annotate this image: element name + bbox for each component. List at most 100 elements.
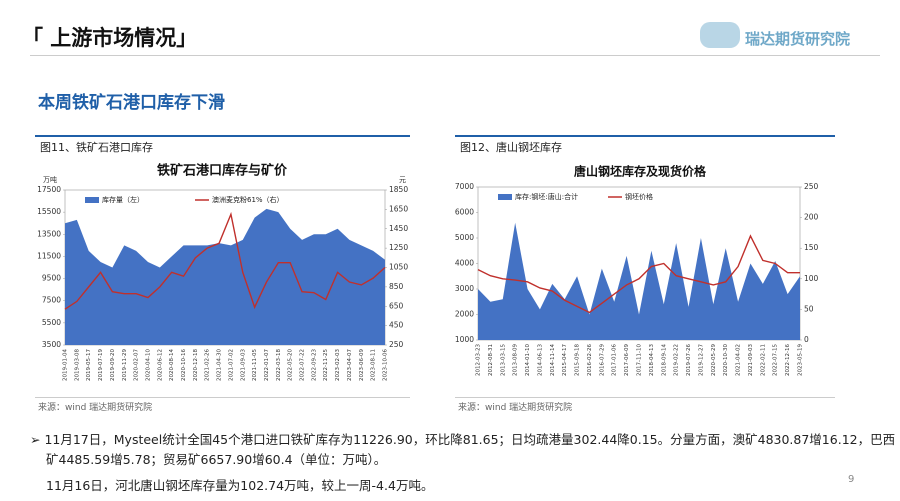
y-tick-label: 17500 bbox=[37, 185, 61, 194]
y-tick-label: 1000 bbox=[455, 335, 474, 344]
x-tick-label: 2020-08-14 bbox=[169, 349, 175, 381]
x-tick-label: 2015-09-18 bbox=[575, 344, 581, 376]
x-tick-label: 2020-10-16 bbox=[181, 349, 187, 381]
figure-frame bbox=[35, 135, 410, 398]
y2-tick-label: 0 bbox=[804, 335, 809, 344]
x-tick-label: 2023-05-19 bbox=[798, 344, 804, 376]
x-tick-label: 2023-02-03 bbox=[335, 349, 341, 381]
area bbox=[65, 208, 385, 345]
x-tick-label: 2012-08-31 bbox=[488, 344, 494, 376]
y2-tick-label: 1450 bbox=[389, 224, 408, 233]
x-tick-label: 2021-09-03 bbox=[748, 344, 754, 376]
y2-tick-label: 200 bbox=[804, 213, 819, 222]
x-tick-label: 2019-12-27 bbox=[698, 344, 704, 376]
rule bbox=[30, 55, 880, 56]
x-tick-label: 2020-12-18 bbox=[193, 349, 199, 381]
x-tick-label: 2023-08-11 bbox=[371, 349, 377, 381]
y2-tick-label: 150 bbox=[804, 243, 819, 252]
x-tick-label: 2022-02-11 bbox=[760, 344, 766, 376]
x-tick-label: 2022-07-22 bbox=[300, 349, 306, 381]
figure-frame bbox=[455, 135, 835, 398]
y2-tick-label: 50 bbox=[804, 304, 814, 313]
source: 来源：wind 瑞达期货研究院 bbox=[38, 403, 153, 413]
page-number: 9 bbox=[848, 474, 855, 485]
bullet-text: 11月16日，河北唐山钢坯库存量为102.74万吨，较上一周-4.4万吨。 bbox=[46, 478, 434, 493]
x-tick-label: 2019-03-08 bbox=[74, 349, 80, 381]
logo-icon bbox=[700, 22, 740, 48]
x-tick-label: 2014-06-13 bbox=[537, 344, 543, 376]
legend-label: 澳洲麦克粉61%（右） bbox=[212, 195, 284, 204]
y-tick-label: 5500 bbox=[42, 318, 61, 327]
axis-unit: 万吨 bbox=[43, 175, 57, 184]
x-tick-label: 2017-06-09 bbox=[624, 344, 630, 376]
x-tick-label: 2021-04-02 bbox=[736, 344, 742, 376]
x-tick-label: 2021-02-26 bbox=[205, 349, 211, 381]
y-tick-label: 3500 bbox=[42, 340, 61, 349]
line bbox=[477, 234, 800, 314]
y2-tick-label: 100 bbox=[804, 274, 819, 283]
chart-title: 铁矿石港口库存与矿价 bbox=[156, 163, 288, 179]
x-tick-label: 2018-09-14 bbox=[661, 344, 667, 376]
x-tick-label: 2021-07-02 bbox=[228, 349, 234, 381]
x-tick-label: 2022-07-15 bbox=[773, 344, 779, 376]
x-tick-label: 2017-11-10 bbox=[637, 344, 643, 376]
y-tick-label: 11500 bbox=[37, 251, 61, 260]
area bbox=[478, 222, 800, 340]
x-tick-label: 2020-10-30 bbox=[723, 344, 729, 376]
chart-title: 唐山钢坯库存及现货价格 bbox=[574, 164, 707, 179]
y-tick-label: 2000 bbox=[455, 310, 474, 319]
y-tick-label: 9500 bbox=[42, 274, 61, 283]
x-tick-label: 2022-12-16 bbox=[785, 344, 791, 376]
x-tick-label: 2020-05-29 bbox=[711, 344, 717, 376]
y-tick-label: 3000 bbox=[455, 284, 474, 293]
y-tick-label: 15500 bbox=[37, 207, 61, 216]
x-tick-label: 2014-11-14 bbox=[550, 344, 556, 376]
x-tick-label: 2021-04-30 bbox=[217, 349, 223, 381]
header-title: 「 上游市场情况」 bbox=[22, 26, 198, 50]
y-tick-label: 7000 bbox=[455, 182, 474, 191]
bullet: ➢ 11月17日，Mysteel统计全国45个港口进口铁矿库存为11226.90… bbox=[30, 430, 896, 470]
y-tick-label: 7500 bbox=[42, 296, 61, 305]
y2-tick-label: 1250 bbox=[389, 243, 408, 252]
line bbox=[64, 211, 386, 310]
y2-tick-label: 250 bbox=[389, 340, 404, 349]
y-tick-label: 5000 bbox=[455, 233, 474, 242]
bullet: 11月16日，河北唐山钢坯库存量为102.74万吨，较上一周-4.4万吨。 bbox=[30, 476, 896, 496]
bullet-text: 11月17日，Mysteel统计全国45个港口进口铁矿库存为11226.90，环… bbox=[44, 432, 896, 467]
x-tick-label: 2023-06-09 bbox=[359, 349, 365, 381]
y-tick-label: 4000 bbox=[455, 259, 474, 268]
y2-tick-label: 1050 bbox=[389, 263, 408, 272]
y-tick-label: 13500 bbox=[37, 229, 61, 238]
y2-tick-label: 850 bbox=[389, 282, 404, 291]
y2-tick-label: 250 bbox=[804, 182, 819, 191]
x-tick-label: 2020-04-10 bbox=[145, 349, 151, 381]
y2-tick-label: 650 bbox=[389, 301, 404, 310]
legend-label: 钢坯价格 bbox=[625, 192, 653, 201]
figure-caption: 图12、唐山钢坯库存 bbox=[460, 141, 562, 154]
x-tick-label: 2013-08-09 bbox=[513, 344, 519, 376]
x-tick-label: 2021-11-05 bbox=[252, 349, 258, 381]
x-tick-label: 2019-01-04 bbox=[63, 349, 69, 381]
source: 来源：wind 瑞达期货研究院 bbox=[458, 403, 573, 413]
x-tick-label: 2019-09-20 bbox=[110, 349, 116, 381]
x-tick-label: 2019-11-29 bbox=[122, 349, 128, 381]
x-tick-label: 2017-01-06 bbox=[612, 344, 618, 376]
x-tick-label: 2022-03-18 bbox=[276, 349, 282, 381]
x-tick-label: 2019-02-22 bbox=[674, 344, 680, 376]
subtitle: 本周铁矿石港口库存下滑 bbox=[38, 93, 225, 113]
y2-tick-label: 1850 bbox=[389, 185, 408, 194]
x-tick-label: 2014-01-10 bbox=[525, 344, 531, 376]
legend-swatch bbox=[498, 194, 512, 200]
x-tick-label: 2016-02-26 bbox=[587, 344, 593, 376]
y-tick-label: 6000 bbox=[455, 208, 474, 217]
y2-tick-label: 450 bbox=[389, 321, 404, 330]
legend-label: 库存:钢坯:唐山:合计 bbox=[515, 192, 578, 201]
x-tick-label: 2021-09-03 bbox=[240, 349, 246, 381]
x-tick-label: 2015-04-17 bbox=[562, 344, 568, 376]
x-tick-label: 2023-04-07 bbox=[347, 349, 353, 381]
legend-label: 库存量（左） bbox=[102, 195, 144, 204]
x-tick-label: 2013-03-15 bbox=[500, 344, 506, 376]
x-tick-label: 2022-11-25 bbox=[323, 349, 329, 381]
